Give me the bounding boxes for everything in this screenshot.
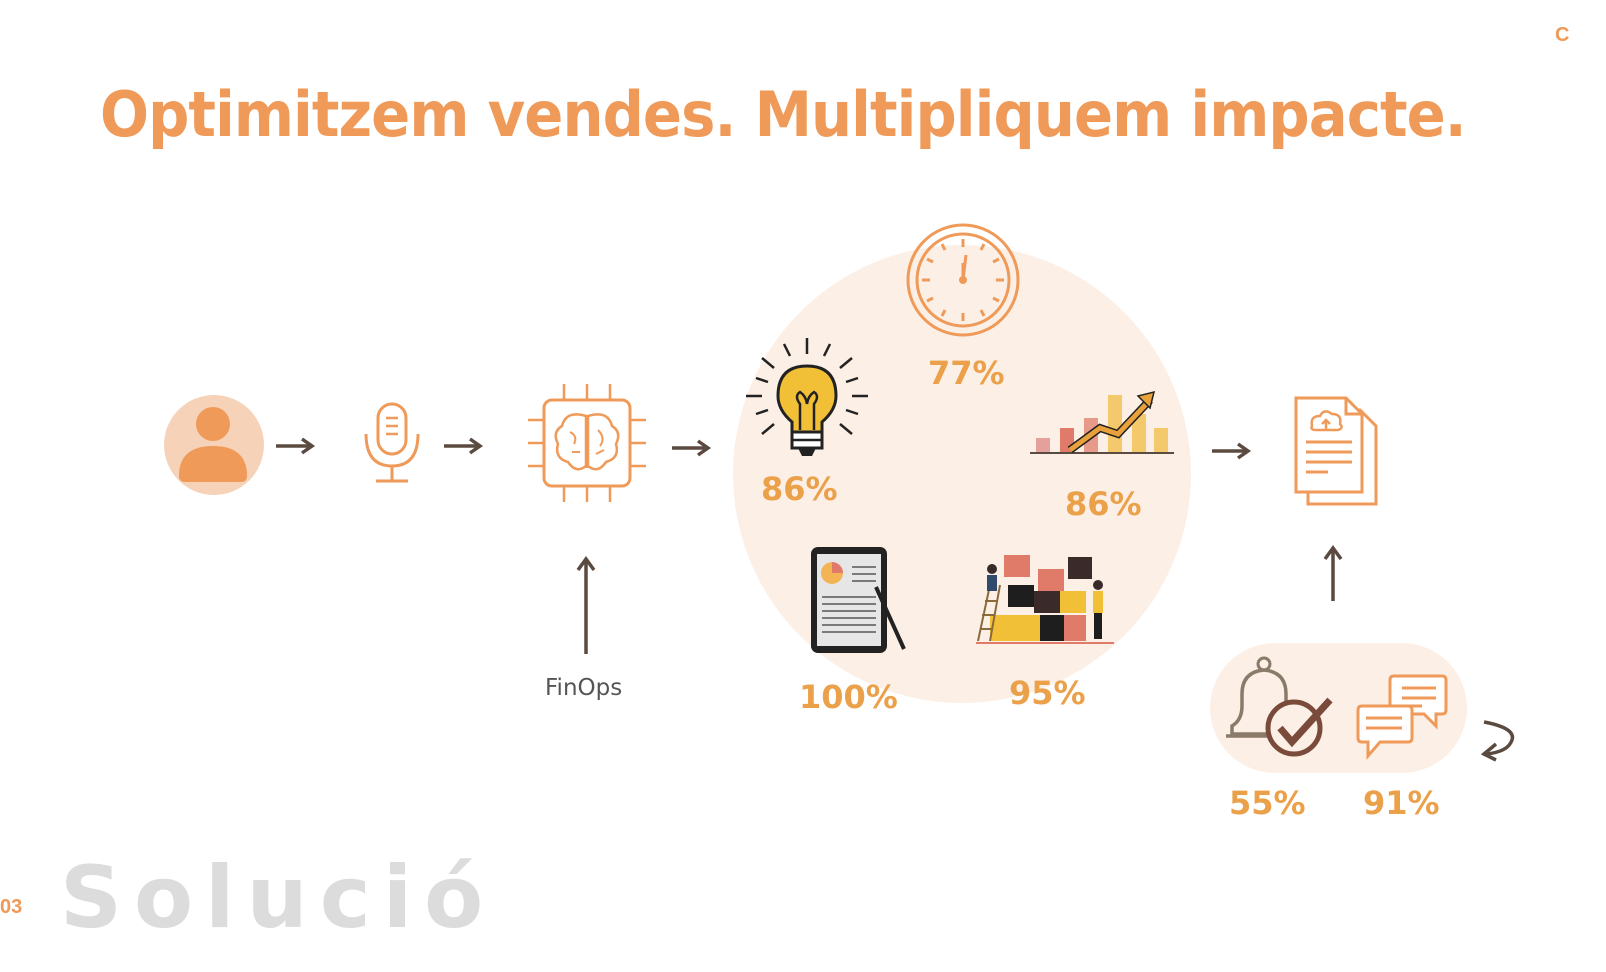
flow-arrow [1212,442,1252,460]
flow-arrow [444,437,484,455]
clock-icon [906,223,1020,337]
slide-title: Optimitzem vendes. Multipliquem impacte. [100,78,1467,151]
puzzle-team-icon [976,555,1114,644]
tablet-report-icon [811,547,906,653]
section-title: Solució [60,848,496,948]
ai-brain-chip-icon [528,384,646,502]
chat-bubbles-icon [1356,674,1448,761]
loop-arrow-icon [1480,720,1515,762]
alerts-percent: 55% [1229,784,1306,822]
flow-arrow [672,439,712,457]
finops-label: FinOps [545,675,623,701]
reports-percent: 100% [799,678,898,716]
teamwork-percent: 95% [1009,674,1086,712]
benefits-circle [733,245,1191,703]
microphone-icon [364,402,420,483]
corner-mark: C [1555,24,1570,46]
lightbulb-icon [746,338,868,456]
cloud-document-icon [1294,396,1378,506]
bar-chart-growth-icon [1030,390,1174,454]
ideas-percent: 86% [761,470,838,508]
time-percent: 77% [928,354,1005,392]
section-number: 03 [0,896,23,918]
finops-arrow [576,556,596,654]
flow-arrow [276,437,316,455]
user-icon [164,395,264,495]
growth-percent: 86% [1065,485,1142,523]
bell-check-icon [1226,656,1333,757]
messages-percent: 91% [1363,784,1440,822]
feedback-arrow [1323,545,1343,601]
